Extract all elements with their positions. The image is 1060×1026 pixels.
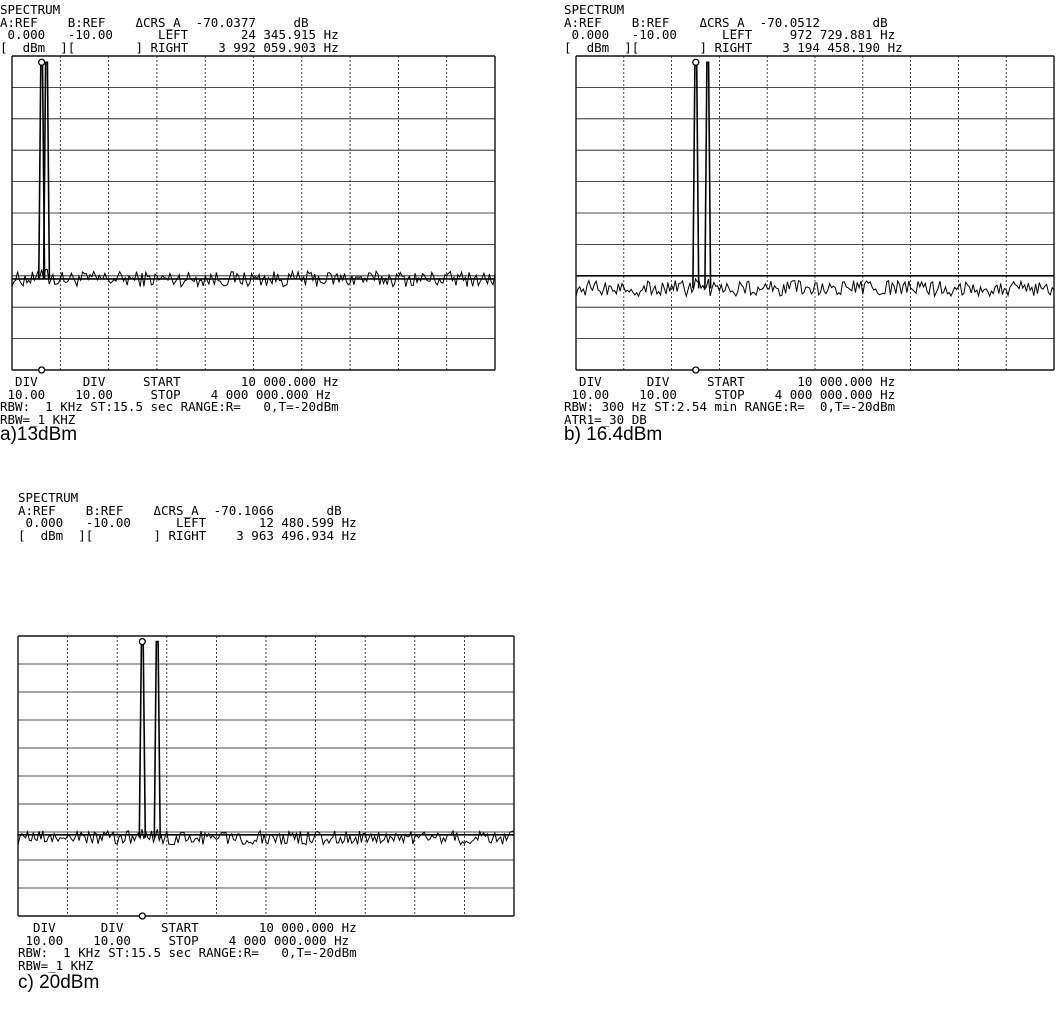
noise-trace <box>17 829 515 847</box>
noise-trace <box>11 269 496 289</box>
bottom-marker <box>138 912 146 920</box>
header-line: [ dBm ][ ] RIGHT 3 992 059.903 Hz <box>0 39 339 55</box>
bottom-marker <box>38 366 46 374</box>
spectrum-plot-c <box>17 635 515 920</box>
header-line: 0.000 -10.00 LEFT 24 345.915 Hz <box>0 27 339 42</box>
header-line: A:REF B:REF ΔCRS_A -70.0377 dB <box>0 14 309 30</box>
footer-line: ATR1=_30 DB <box>564 411 647 427</box>
header-line: [ dBm ][ ] RIGHT 3 194 458.190 Hz <box>564 39 903 55</box>
peak-marker <box>692 58 700 66</box>
footer-line: RBW: 1 KHz ST:15.5 sec RANGE:R= 0,T=-20d… <box>18 945 357 960</box>
tone-peak <box>138 640 147 838</box>
tone-peak <box>704 61 712 289</box>
footer-line: 10.00 10.00 STOP 4 000 000.000 Hz <box>18 932 350 948</box>
footer-line: RBW=_1 KHZ <box>18 957 94 973</box>
footer-line: DIV DIV START 10 000.000 Hz <box>564 374 896 389</box>
peak-marker <box>138 637 146 646</box>
bottom-marker <box>692 366 700 374</box>
footer-line: DIV DIV START 10 000.000 Hz <box>18 920 357 935</box>
panel-caption: b) 16.4dBm <box>564 424 663 445</box>
tone-peak <box>42 61 51 279</box>
header-line: A:REF B:REF ΔCRS_A -70.0512 dB <box>564 14 888 30</box>
header-line: 0.000 -10.00 LEFT 12 480.599 Hz <box>18 515 357 530</box>
tone-peak <box>153 640 161 838</box>
header-line: SPECTRUM <box>18 490 79 505</box>
header-line: [ dBm ][ ] RIGHT 3 963 496.934 Hz <box>18 527 357 543</box>
footer-line: DIV DIV START 10 000.000 Hz <box>0 374 339 389</box>
spectrum-plot-b <box>575 55 1055 374</box>
footer-line: 10.00 10.00 STOP 4 000 000.000 Hz <box>0 386 332 402</box>
panel-caption: a)13dBm <box>0 424 78 445</box>
footer-line: RBW: 300 Hz ST:2.54 min RANGE:R= 0,T=-20… <box>564 399 896 414</box>
spectrum-plot-a <box>11 55 496 374</box>
header-line: 0.000 -10.00 LEFT 972 729.881 Hz <box>564 27 896 42</box>
footer-line: RBW=_1 KHZ <box>0 411 76 427</box>
header-line: A:REF B:REF ΔCRS_A -70.1066 dB <box>18 502 342 518</box>
noise-trace <box>575 277 1055 299</box>
header-line: SPECTRUM <box>0 2 61 17</box>
tone-peak <box>692 61 700 289</box>
panel-caption: c) 20dBm <box>18 972 100 993</box>
peak-marker <box>38 58 46 66</box>
footer-line: RBW: 1 KHz ST:15.5 sec RANGE:R= 0,T=-20d… <box>0 399 339 414</box>
header-line: SPECTRUM <box>564 2 625 17</box>
footer-line: 10.00 10.00 STOP 4 000 000.000 Hz <box>564 386 896 402</box>
